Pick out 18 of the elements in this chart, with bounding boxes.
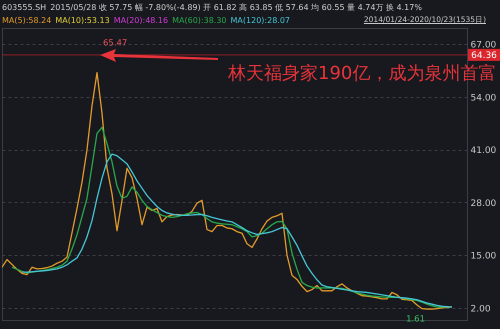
chart-title: 603555.SH [2,3,46,12]
text: MA(120):28.07 [230,16,290,25]
line-series [21,153,453,308]
y-tick-label: 2.00 [470,304,491,314]
text: MA(20):48.16 [114,16,168,25]
y-tick-label: 41.00 [470,146,497,156]
ref-line-label: 64.36 [471,50,498,61]
y-tick-label: 54.00 [470,93,497,104]
y-tick-label: 15.00 [470,252,497,262]
y-tick-label: 28.00 [470,198,497,209]
y-tick-label: 67.00 [470,40,497,51]
text: MA(10):53.13 [55,16,110,25]
text: MA(60):38.30 [172,16,227,25]
annotation: 林天福身家190亿，成为泉州首富 [227,63,496,84]
text: MA(5):58.24 [2,16,52,25]
annotation: 1.61 [406,314,425,324]
text: 2015/05/28 收 57.75 幅 -7.80%(-4.89) 开 61.82 高 63.85 低 57.64 均 60.55 量 4.74万 换 4.17% [50,3,422,12]
annotation: 65.47 [103,38,128,48]
